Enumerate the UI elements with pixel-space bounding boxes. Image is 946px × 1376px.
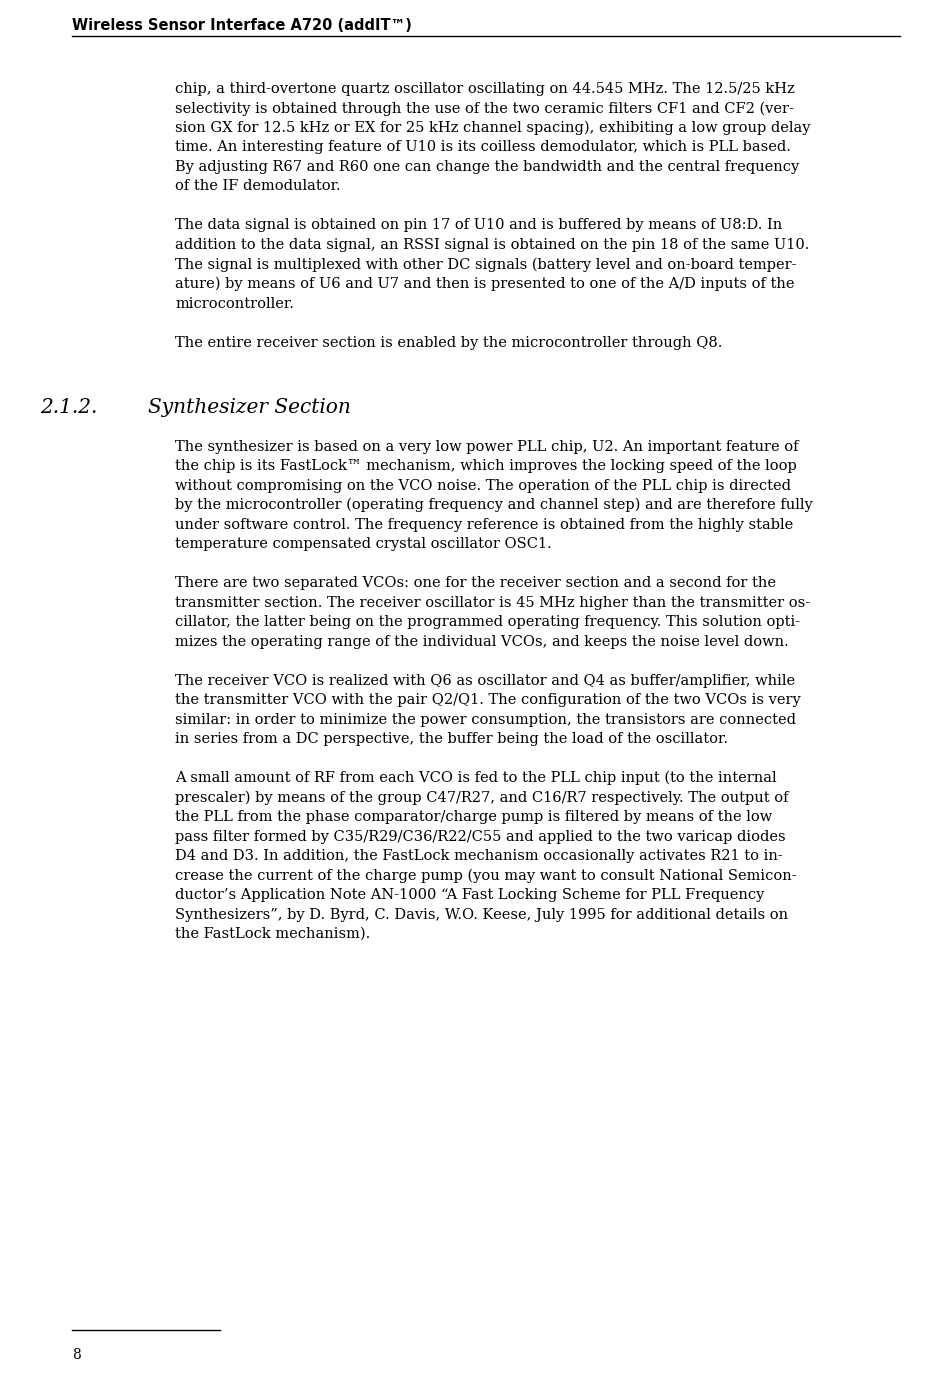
- Text: time. An interesting feature of U10 is its coilless demodulator, which is PLL ba: time. An interesting feature of U10 is i…: [175, 140, 791, 154]
- Text: The data signal is obtained on pin 17 of U10 and is buffered by means of U8:D. I: The data signal is obtained on pin 17 of…: [175, 219, 782, 233]
- Text: mizes the operating range of the individual VCOs, and keeps the noise level down: mizes the operating range of the individ…: [175, 634, 789, 648]
- Text: D4 and D3. In addition, the FastLock mechanism occasionally activates R21 to in-: D4 and D3. In addition, the FastLock mec…: [175, 849, 782, 863]
- Text: in series from a DC perspective, the buffer being the load of the oscillator.: in series from a DC perspective, the buf…: [175, 732, 728, 746]
- Text: temperature compensated crystal oscillator OSC1.: temperature compensated crystal oscillat…: [175, 537, 552, 552]
- Text: A small amount of RF from each VCO is fed to the PLL chip input (to the internal: A small amount of RF from each VCO is fe…: [175, 771, 777, 786]
- Text: prescaler) by means of the group C47/R27, and C16/R7 respectively. The output of: prescaler) by means of the group C47/R27…: [175, 791, 789, 805]
- Text: transmitter section. The receiver oscillator is 45 MHz higher than the transmitt: transmitter section. The receiver oscill…: [175, 596, 810, 610]
- Text: There are two separated VCOs: one for the receiver section and a second for the: There are two separated VCOs: one for th…: [175, 577, 776, 590]
- Text: similar: in order to minimize the power consumption, the transistors are connect: similar: in order to minimize the power …: [175, 713, 796, 727]
- Text: the transmitter VCO with the pair Q2/Q1. The configuration of the two VCOs is ve: the transmitter VCO with the pair Q2/Q1.…: [175, 694, 800, 707]
- Text: of the IF demodulator.: of the IF demodulator.: [175, 179, 341, 194]
- Text: the chip is its FastLock™ mechanism, which improves the locking speed of the loo: the chip is its FastLock™ mechanism, whi…: [175, 460, 797, 473]
- Text: cillator, the latter being on the programmed operating frequency. This solution : cillator, the latter being on the progra…: [175, 615, 800, 629]
- Text: The signal is multiplexed with other DC signals (battery level and on-board temp: The signal is multiplexed with other DC …: [175, 257, 797, 272]
- Text: Synthesizer Section: Synthesizer Section: [148, 398, 351, 417]
- Text: under software control. The frequency reference is obtained from the highly stab: under software control. The frequency re…: [175, 517, 794, 531]
- Text: addition to the data signal, an RSSI signal is obtained on the pin 18 of the sam: addition to the data signal, an RSSI sig…: [175, 238, 810, 252]
- Text: Synthesizers”, by D. Byrd, C. Davis, W.O. Keese, July 1995 for additional detail: Synthesizers”, by D. Byrd, C. Davis, W.O…: [175, 908, 788, 922]
- Text: pass filter formed by C35/R29/C36/R22/C55 and applied to the two varicap diodes: pass filter formed by C35/R29/C36/R22/C5…: [175, 830, 785, 843]
- Text: By adjusting R67 and R60 one can change the bandwidth and the central frequency: By adjusting R67 and R60 one can change …: [175, 160, 799, 173]
- Text: chip, a third-overtone quartz oscillator oscillating on 44.545 MHz. The 12.5/25 : chip, a third-overtone quartz oscillator…: [175, 83, 795, 96]
- Text: microcontroller.: microcontroller.: [175, 296, 294, 311]
- Text: without compromising on the VCO noise. The operation of the PLL chip is directed: without compromising on the VCO noise. T…: [175, 479, 791, 493]
- Text: the FastLock mechanism).: the FastLock mechanism).: [175, 927, 370, 941]
- Text: selectivity is obtained through the use of the two ceramic filters CF1 and CF2 (: selectivity is obtained through the use …: [175, 102, 794, 116]
- Text: The receiver VCO is realized with Q6 as oscillator and Q4 as buffer/amplifier, w: The receiver VCO is realized with Q6 as …: [175, 674, 796, 688]
- Text: The synthesizer is based on a very low power PLL chip, U2. An important feature : The synthesizer is based on a very low p…: [175, 439, 798, 454]
- Text: sion GX for 12.5 kHz or EX for 25 kHz channel spacing), exhibiting a low group d: sion GX for 12.5 kHz or EX for 25 kHz ch…: [175, 121, 811, 135]
- Text: The entire receiver section is enabled by the microcontroller through Q8.: The entire receiver section is enabled b…: [175, 336, 723, 350]
- Text: the PLL from the phase comparator/charge pump is filtered by means of the low: the PLL from the phase comparator/charge…: [175, 810, 772, 824]
- Text: Wireless Sensor Interface A720 (addIT™): Wireless Sensor Interface A720 (addIT™): [72, 18, 412, 33]
- Text: ductor’s Application Note AN-1000 “A Fast Locking Scheme for PLL Frequency: ductor’s Application Note AN-1000 “A Fas…: [175, 888, 764, 903]
- Text: 2.1.2.: 2.1.2.: [40, 398, 97, 417]
- Text: 8: 8: [72, 1348, 80, 1362]
- Text: by the microcontroller (operating frequency and channel step) and are therefore : by the microcontroller (operating freque…: [175, 498, 813, 512]
- Text: crease the current of the charge pump (you may want to consult National Semicon-: crease the current of the charge pump (y…: [175, 868, 797, 883]
- Text: ature) by means of U6 and U7 and then is presented to one of the A/D inputs of t: ature) by means of U6 and U7 and then is…: [175, 277, 795, 292]
